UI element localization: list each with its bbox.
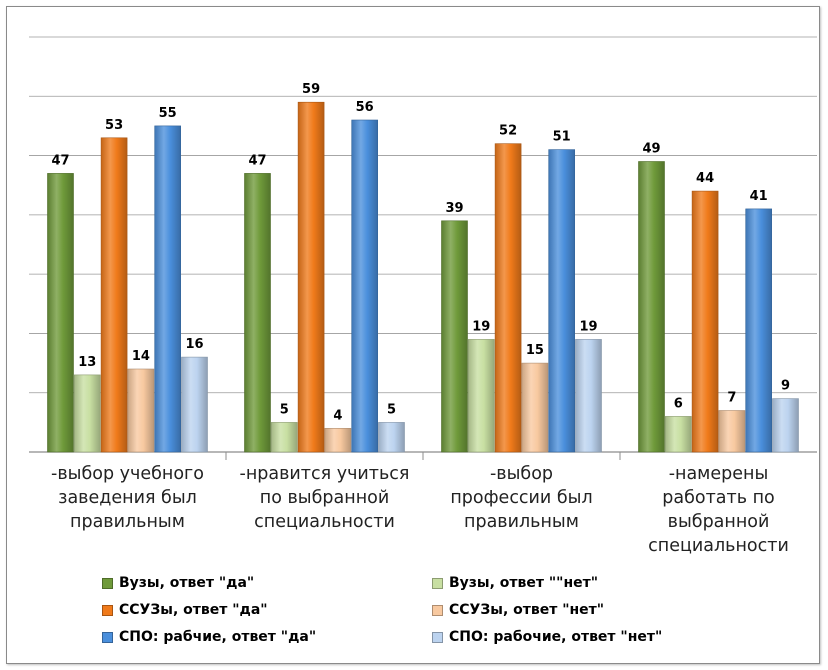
legend-item: Вузы, ответ ""нет" — [432, 573, 742, 593]
chart-frame: 47 13 53 14 55 16 47 5 59 4 56 5 39 19 52 15 51 19 49 6 44 7 4… — [6, 6, 820, 664]
bar — [181, 356, 208, 453]
category-label-line: работать по — [662, 488, 774, 508]
category-label: -намерены работать по выбранной специальнос… — [648, 464, 789, 556]
data-labels: 47 13 53 14 55 16 47 5 59 4 56 5 39 19 52 15 51 19 49 6 44 7 4… — [51, 82, 790, 423]
x-axis: -выбор учебного заведения был правильным -н… — [51, 452, 789, 556]
data-label: 55 — [159, 106, 177, 121]
legend-item: СПО: рабчие, ответ "да" — [102, 627, 432, 647]
category-label-line: правильным — [464, 512, 579, 532]
category-label-line: специальности — [254, 512, 395, 532]
data-label: 52 — [499, 124, 517, 139]
data-label: 13 — [78, 355, 96, 370]
bar — [127, 368, 155, 453]
legend-swatch — [432, 577, 443, 589]
legend-label: СПО: рабочие, ответ "нет" — [449, 629, 663, 645]
bar — [638, 161, 665, 453]
bars — [47, 101, 799, 453]
data-label: 19 — [472, 319, 490, 334]
bar-chart: 47 13 53 14 55 16 47 5 59 4 56 5 39 19 52 15 51 19 49 6 44 7 4… — [29, 36, 817, 556]
data-label: 56 — [356, 100, 374, 115]
bar — [745, 208, 773, 453]
category-label-line: выбранной — [668, 512, 770, 532]
bar — [575, 339, 602, 453]
legend-item: ССУЗы, ответ "нет" — [432, 600, 742, 620]
data-label: 53 — [105, 118, 123, 133]
bar — [441, 220, 468, 453]
category-label-line: заведения был — [58, 488, 197, 508]
bar — [378, 422, 405, 453]
category-label-line: -выбор учебного — [51, 464, 204, 484]
data-label: 47 — [248, 153, 266, 168]
category-label-line: по выбранной — [260, 488, 389, 508]
data-label: 7 — [727, 391, 736, 406]
data-label: 41 — [750, 189, 768, 204]
bar — [494, 143, 522, 453]
bar — [324, 427, 352, 453]
legend-label: ССУЗы, ответ "нет" — [449, 602, 605, 618]
data-label: 49 — [642, 142, 660, 157]
data-label: 16 — [185, 337, 203, 352]
legend-item: ССУЗы, ответ "да" — [102, 600, 432, 620]
legend-item: СПО: рабочие, ответ "нет" — [432, 627, 742, 647]
data-label: 9 — [781, 379, 790, 394]
data-label: 44 — [696, 171, 714, 186]
bar — [154, 125, 181, 453]
bar — [548, 149, 576, 453]
data-label: 5 — [387, 402, 396, 417]
data-label: 4 — [333, 408, 342, 423]
bar — [467, 339, 495, 453]
legend-swatch — [432, 604, 443, 616]
data-label: 6 — [674, 396, 683, 411]
bar — [691, 190, 719, 453]
bar — [244, 173, 271, 453]
data-label: 39 — [445, 201, 463, 216]
legend-label: Вузы, ответ "да" — [119, 575, 255, 591]
bar — [100, 137, 128, 453]
bar — [47, 173, 74, 453]
bar — [297, 101, 325, 453]
bar — [351, 119, 379, 453]
legend-label: СПО: рабчие, ответ "да" — [119, 629, 317, 645]
category-label-line: правильным — [70, 512, 185, 532]
bar — [718, 410, 746, 453]
category-label: -выбор учебного заведения был правильным — [51, 464, 204, 532]
category-label-line: профессии был — [450, 488, 592, 508]
legend-swatch — [102, 577, 113, 589]
bar — [664, 416, 692, 453]
category-label: -выбор профессии был правильным — [450, 464, 592, 532]
bar — [521, 362, 549, 453]
legend-label: Вузы, ответ ""нет" — [449, 575, 599, 591]
category-label-line: -выбор — [490, 464, 553, 484]
legend-item: Вузы, ответ "да" — [102, 573, 432, 593]
legend-swatch — [102, 604, 113, 616]
bar — [270, 422, 298, 453]
bar — [772, 398, 799, 453]
category-label-line: -нравится учиться — [240, 464, 410, 484]
legend-swatch — [432, 631, 443, 643]
legend: Вузы, ответ "да" Вузы, ответ ""нет" ССУЗы,… — [102, 573, 742, 647]
data-label: 5 — [280, 402, 289, 417]
category-label: -нравится учиться по выбранной специальнос… — [240, 464, 410, 532]
category-label-line: специальности — [648, 536, 789, 556]
data-label: 59 — [302, 82, 320, 97]
bar — [74, 374, 101, 453]
legend-label: ССУЗы, ответ "да" — [119, 602, 268, 618]
data-label: 51 — [553, 130, 571, 145]
data-label: 47 — [51, 153, 69, 168]
legend-swatch — [102, 631, 113, 643]
data-label: 19 — [579, 319, 597, 334]
category-label-line: -намерены — [669, 464, 769, 484]
data-label: 14 — [132, 349, 150, 364]
data-label: 15 — [526, 343, 544, 358]
